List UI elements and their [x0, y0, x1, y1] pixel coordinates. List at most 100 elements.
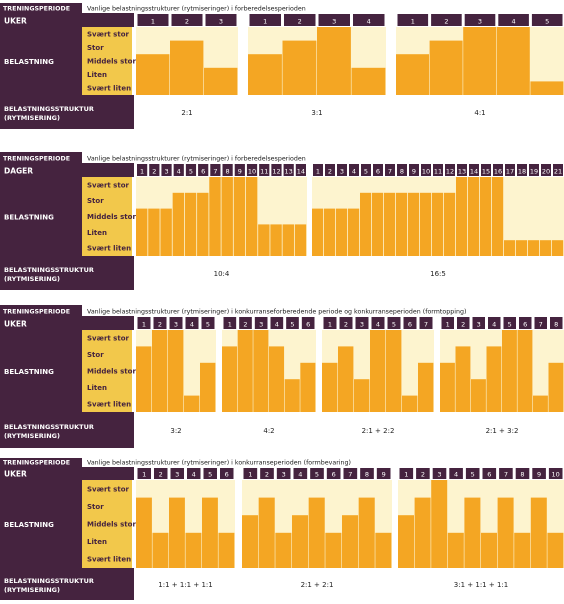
bar: [414, 497, 431, 568]
bar: [184, 192, 197, 256]
unit-label: DAGER: [4, 167, 33, 176]
category-box: [243, 468, 258, 479]
category-label: 9: [382, 471, 386, 479]
bar-group: 1 2 3 4 5 6 7 8 9 2:1 + 2:1: [242, 468, 392, 589]
category-box: [205, 14, 237, 26]
category-label: 13: [458, 168, 466, 176]
bar: [136, 346, 152, 412]
category-label: 15: [482, 168, 490, 176]
category-box: [220, 468, 234, 479]
bar-group: 1 2 3 2:1: [136, 14, 238, 117]
bar: [358, 497, 375, 568]
bar: [502, 330, 517, 412]
bar: [370, 330, 386, 412]
category-label: 3: [282, 471, 286, 479]
belastning-label: BELASTNING: [4, 214, 54, 222]
bar: [402, 395, 418, 412]
category-label: 7: [213, 168, 217, 176]
category-label: 8: [400, 168, 404, 176]
chart-title: Vanlige belastningsstrukturer (rytmiseri…: [87, 460, 351, 467]
category-box: [149, 164, 160, 176]
category-box: [137, 468, 151, 479]
category-label: 1: [404, 471, 408, 479]
category-label: 1: [228, 321, 232, 329]
category-label: 11: [260, 168, 268, 176]
category-box: [397, 164, 407, 176]
category-label: 1: [411, 18, 415, 26]
category-label: 10: [552, 471, 560, 479]
bar: [294, 224, 307, 256]
category-box: [271, 164, 282, 176]
category-box: [433, 164, 443, 176]
category-box: [153, 317, 167, 329]
bar: [504, 240, 516, 256]
bar: [237, 330, 253, 412]
category-box: [295, 164, 306, 176]
ratio-label: 4:1: [474, 109, 485, 117]
category-label: 12: [272, 168, 280, 176]
category-box: [171, 14, 203, 26]
category-box: [349, 164, 359, 176]
category-label: 8: [554, 321, 558, 329]
bar: [292, 515, 309, 568]
section-1: TRENINGSPERIODE Vanlige belastningsstrukt…: [0, 3, 564, 129]
category-box: [457, 317, 470, 329]
bar: [172, 192, 185, 256]
unit-label: UKER: [4, 17, 27, 26]
category-label: 5: [364, 168, 368, 176]
level-label: Svært stor: [87, 30, 129, 38]
category-label: 6: [225, 471, 229, 479]
bar-group: 1 2 3 4 5 4:1: [396, 14, 564, 117]
category-box: [503, 317, 516, 329]
bar: [429, 40, 463, 95]
category-label: 13: [285, 168, 293, 176]
bar: [312, 208, 324, 256]
bar-group: 1 2 3 4 3:1: [248, 14, 386, 117]
bar: [497, 497, 514, 568]
bar: [447, 532, 464, 568]
category-label: 1: [263, 18, 267, 26]
bar-group: 1 2 3 4 5 3:2: [136, 317, 216, 435]
bar: [432, 192, 444, 256]
bar: [533, 395, 548, 412]
category-label: 7: [388, 168, 392, 176]
level-label: Liten: [87, 229, 107, 237]
bar: [300, 362, 316, 412]
category-label: 6: [332, 471, 336, 479]
bar: [480, 177, 492, 256]
ratio-label: 4:2: [263, 427, 274, 435]
level-label: Svært liten: [87, 85, 131, 93]
bar: [202, 497, 218, 568]
category-box: [284, 14, 316, 26]
chart-title: Vanlige belastningsstrukturer (rytmiseri…: [87, 309, 466, 316]
category-label: 5: [471, 471, 475, 479]
bar: [185, 532, 202, 568]
bar: [444, 192, 456, 256]
bar-group: 1 2 3 4 5 6 7 8 2:1 + 3:2: [440, 317, 564, 435]
belastning-cell: [0, 177, 82, 256]
category-box: [469, 164, 479, 176]
category-box: [505, 164, 515, 176]
belastning-cell: [0, 27, 82, 95]
bar: [168, 330, 184, 412]
category-label: 8: [226, 168, 230, 176]
bar: [468, 177, 480, 256]
category-box: [499, 468, 513, 479]
struktur-label: BELASTNINGSSTRUKTUR: [4, 105, 94, 113]
level-label-column: [82, 177, 132, 256]
category-label: 8: [520, 471, 524, 479]
struktur-cell: [0, 95, 134, 129]
category-label: 19: [530, 168, 538, 176]
category-box: [529, 164, 539, 176]
category-label: 2: [158, 321, 162, 329]
level-label-column: [82, 480, 132, 568]
category-box: [170, 468, 184, 479]
level-label: Svært liten: [87, 400, 131, 408]
category-label: 4: [298, 471, 302, 479]
category-box: [259, 164, 270, 176]
bar: [242, 515, 259, 568]
bar: [204, 67, 238, 95]
level-label: Stor: [87, 351, 104, 359]
category-box: [531, 14, 563, 26]
